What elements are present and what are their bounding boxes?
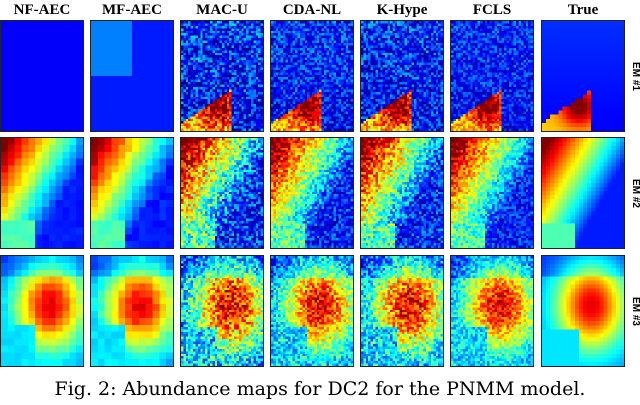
abundance-map-true-em-3 <box>541 255 625 367</box>
column-label-fcls: FCLS <box>450 0 534 20</box>
abundance-map-true-em-2 <box>541 137 625 249</box>
abundance-map-nf-aec-em-3 <box>0 255 84 367</box>
abundance-map-k-hype-em-2 <box>360 137 444 249</box>
column-label-true: True <box>541 0 625 20</box>
row-label-em-2: EM #2 <box>625 137 640 249</box>
abundance-map-cda-nl-em-2 <box>270 137 354 249</box>
abundance-map-mf-aec-em-1 <box>90 20 174 132</box>
column-label-mac-u: MAC-U <box>180 0 264 20</box>
abundance-map-mf-aec-em-2 <box>90 137 174 249</box>
abundance-map-k-hype-em-3 <box>360 255 444 367</box>
column-label-cda-nl: CDA-NL <box>270 0 354 20</box>
abundance-map-fcls-em-1 <box>450 20 534 132</box>
abundance-map-fcls-em-2 <box>450 137 534 249</box>
column-label-mf-aec: MF-AEC <box>90 0 174 20</box>
row-label-em-3: EM #3 <box>625 255 640 367</box>
abundance-map-mac-u-em-2 <box>180 137 264 249</box>
row-label-em-1: EM #1 <box>625 20 640 132</box>
abundance-map-nf-aec-em-2 <box>0 137 84 249</box>
abundance-map-cda-nl-em-3 <box>270 255 354 367</box>
abundance-map-mac-u-em-1 <box>180 20 264 132</box>
abundance-map-true-em-1 <box>541 20 625 132</box>
abundance-map-nf-aec-em-1 <box>0 20 84 132</box>
abundance-map-k-hype-em-1 <box>360 20 444 132</box>
figure-caption: Fig. 2: Abundance maps for DC2 for the P… <box>0 375 640 403</box>
abundance-map-mf-aec-em-3 <box>90 255 174 367</box>
abundance-map-fcls-em-3 <box>450 255 534 367</box>
column-label-nf-aec: NF-AEC <box>0 0 84 20</box>
column-label-k-hype: K-Hype <box>360 0 444 20</box>
abundance-map-mac-u-em-3 <box>180 255 264 367</box>
abundance-map-cda-nl-em-1 <box>270 20 354 132</box>
